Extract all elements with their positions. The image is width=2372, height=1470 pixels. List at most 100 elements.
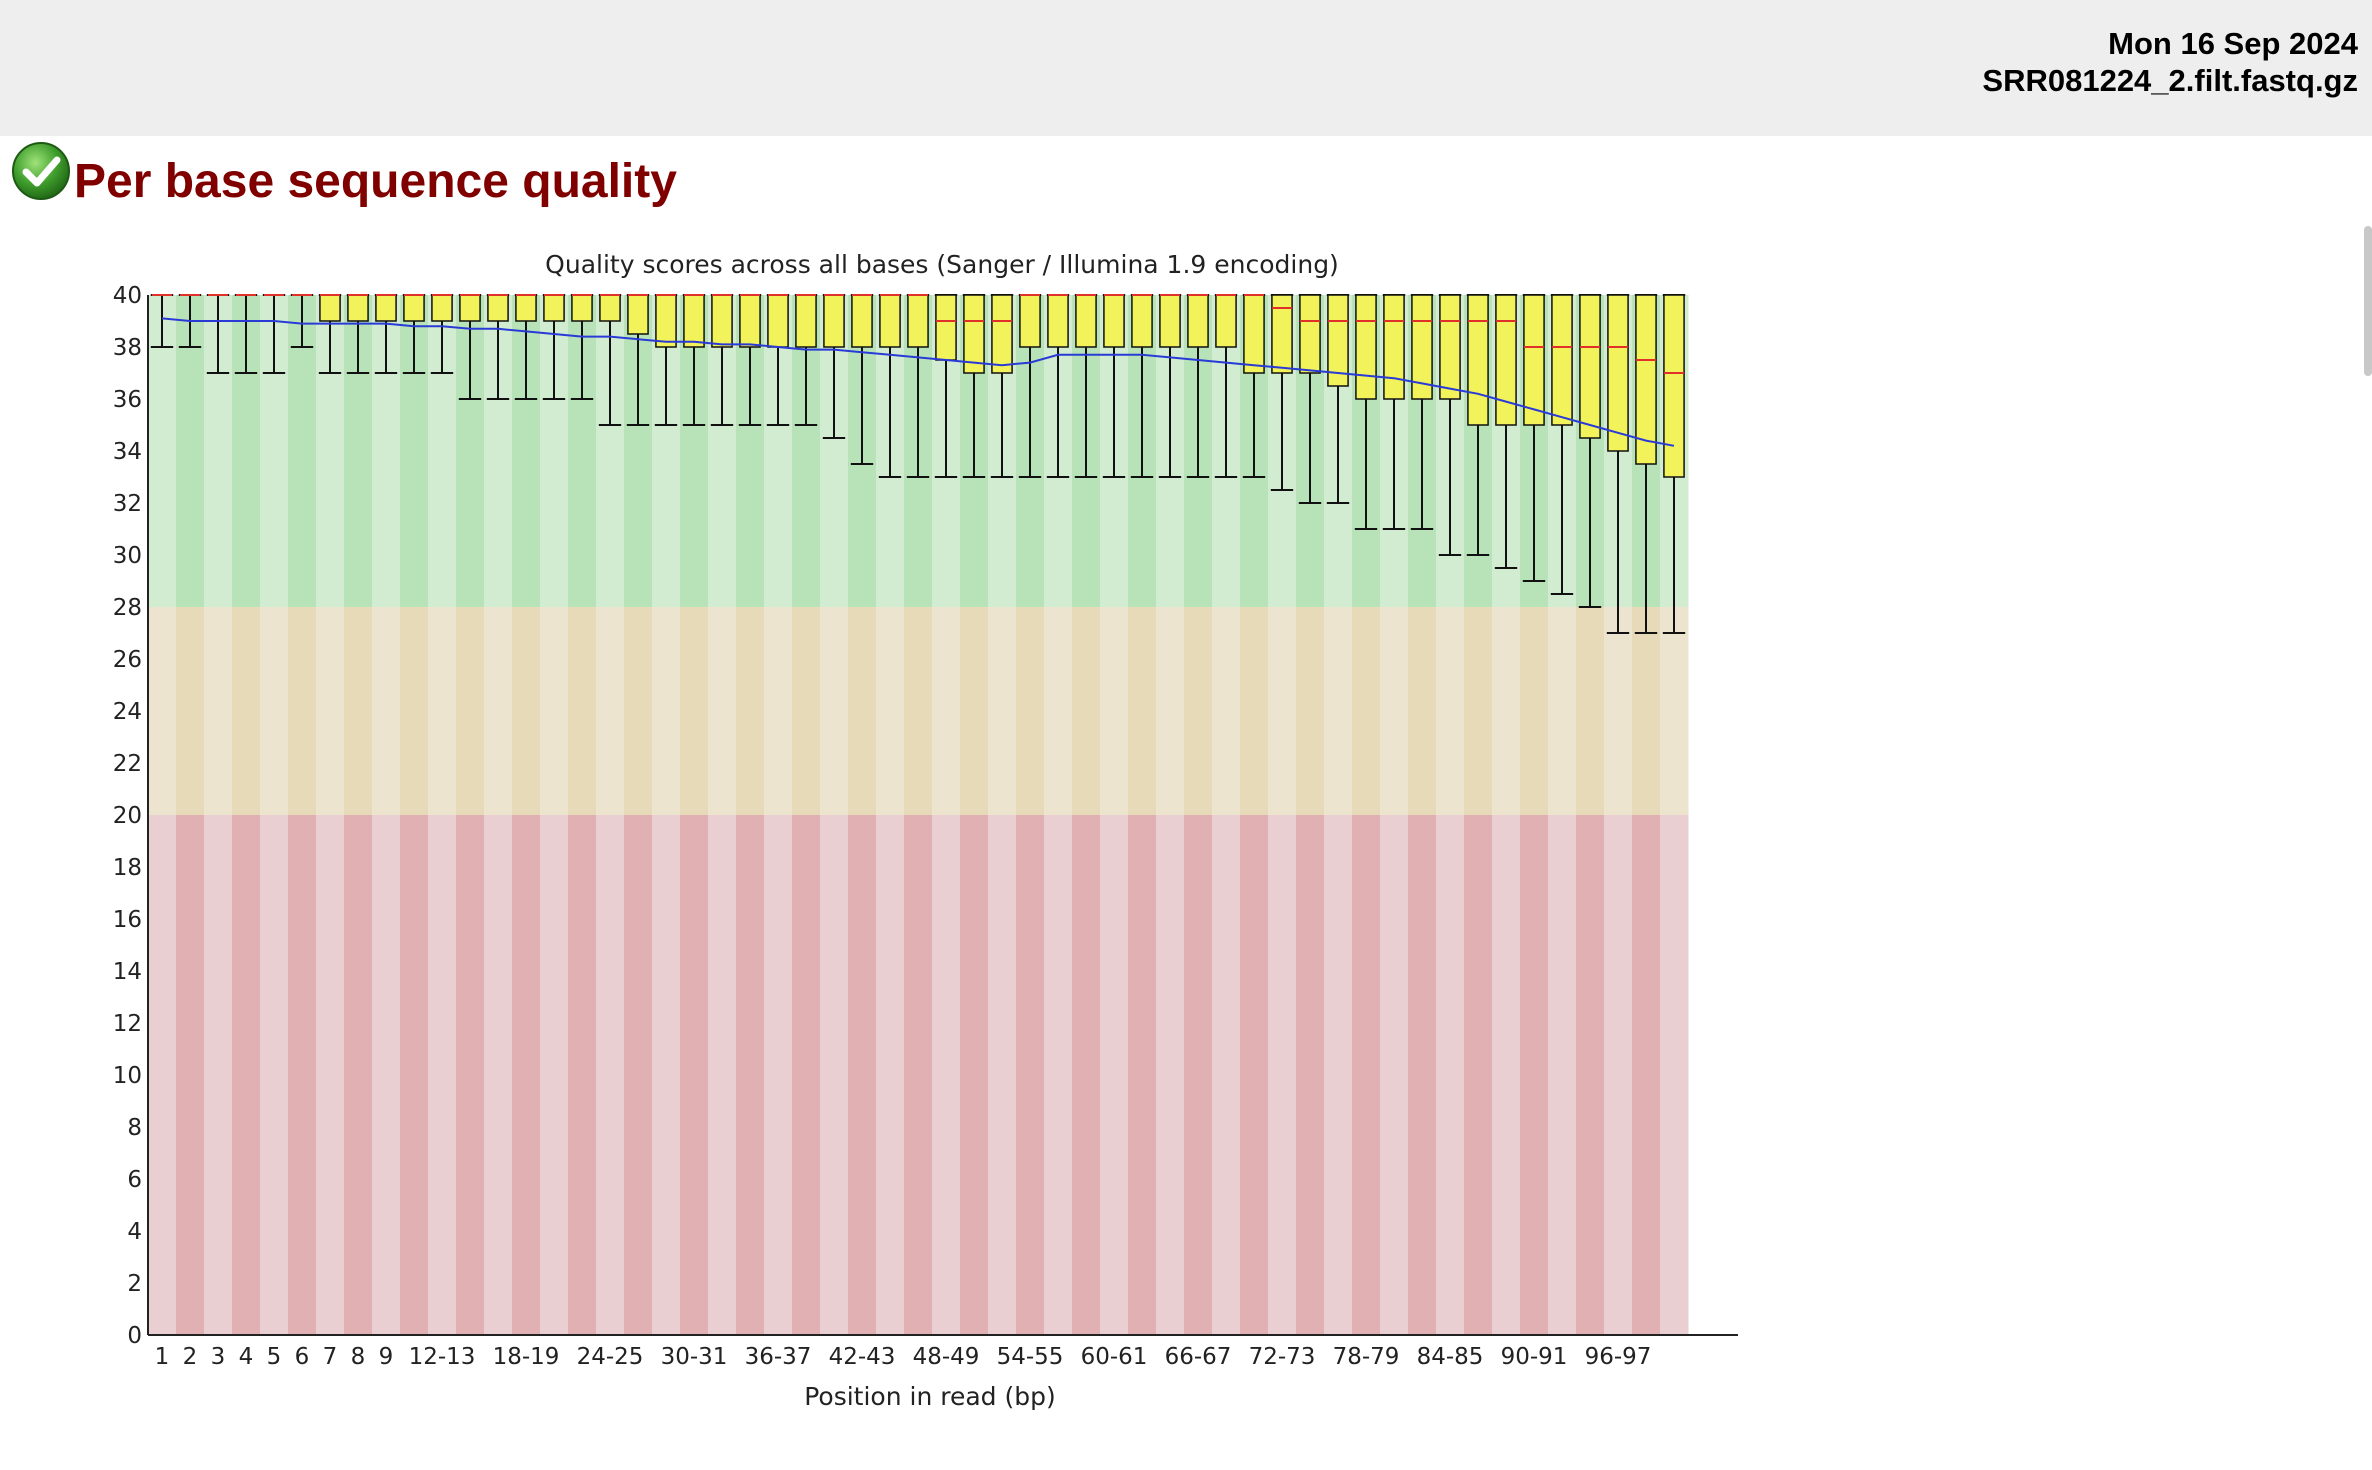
y-tick-label: 24 [113,699,142,725]
zone-bad-stripe [708,815,737,1335]
zone-warn-stripe [652,607,681,815]
iqr-box [1383,294,1405,400]
box-plot-5 [262,294,286,374]
zone-bad-stripe [1184,815,1213,1335]
box-plot-12-13 [430,294,454,374]
zone-warn-stripe [1380,607,1409,815]
box-plot-62-63 [1130,294,1154,478]
x-tick-label: 12-13 [409,1344,476,1370]
mean-quality-line [161,317,1675,447]
zone-warn-stripe [204,607,233,815]
zone-bad-stripe [932,815,961,1335]
zone-bad-stripe [1212,815,1241,1335]
zone-warn-stripe [456,607,485,815]
iqr-box [1047,294,1069,348]
box-plot-96-97 [1606,294,1630,634]
iqr-box [851,294,873,348]
zone-bad-stripe [204,815,233,1335]
x-tick-label: 18-19 [493,1344,560,1370]
zone-warn-stripe [764,607,793,815]
iqr-box [1355,294,1377,400]
zone-warn-stripe [1016,607,1045,815]
iqr-box [627,294,649,335]
zone-warn-stripe [820,607,849,815]
x-tick-label: 42-43 [829,1344,896,1370]
iqr-box [823,294,845,348]
box-plot-76-77 [1326,294,1350,504]
zone-bad-stripe [596,815,625,1335]
box-plot-40-41 [822,294,846,439]
x-tick-label: 24-25 [577,1344,644,1370]
zone-bad-stripe [344,815,373,1335]
zone-warn-stripe [736,607,765,815]
zone-warn-stripe [1184,607,1213,815]
iqr-box [739,294,761,348]
x-tick-label: 30-31 [661,1344,728,1370]
zone-bad-stripe [1520,815,1549,1335]
zone-bad-stripe [1100,815,1129,1335]
scrollbar-thumb[interactable] [2364,226,2372,376]
zone-warn-stripe [428,607,457,815]
zone-warn-stripe [176,607,205,815]
iqr-box [991,294,1013,374]
y-tick-label: 34 [113,439,142,465]
x-tick-label: 72-73 [1249,1344,1316,1370]
zone-warn-stripe [876,607,905,815]
zone-warn-stripe [1212,607,1241,815]
zone-bad-stripe [820,815,849,1335]
box-plot-84-85 [1438,294,1462,556]
x-tick-label: 60-61 [1081,1344,1148,1370]
box-plot-20-21 [542,294,566,400]
zone-bad-stripe [400,815,429,1335]
zone-warn-stripe [512,607,541,815]
iqr-box [1075,294,1097,348]
zone-warn-stripe [1156,607,1185,815]
box-plot-9 [374,294,398,374]
zone-warn-stripe [484,607,513,815]
zone-bad-stripe [764,815,793,1335]
zone-bad-stripe [1408,815,1437,1335]
zone-warn-stripe [1100,607,1129,815]
zone-bad-stripe [540,815,569,1335]
iqr-box [1159,294,1181,348]
zone-bad-stripe [1268,815,1297,1335]
x-tick-label: 8 [351,1344,366,1370]
box-plot-36-37 [766,294,790,426]
iqr-box [375,294,397,322]
zone-bad-stripe [1464,815,1493,1335]
zone-bad-stripe [624,815,653,1335]
y-tick-label: 40 [113,283,142,309]
box-plot-26-27 [626,294,650,426]
box-plot-48-49 [934,294,958,478]
zone-warn-stripe [1604,607,1633,815]
zone-warn-stripe [1352,607,1381,815]
zone-warn-stripe [1576,607,1605,815]
x-tick-label: 96-97 [1585,1344,1652,1370]
zone-bad-stripe [876,815,905,1335]
box-plot-4 [234,294,258,374]
zone-warn-stripe [1632,607,1661,815]
x-axis-label: Position in read (bp) [804,1382,1056,1411]
iqr-box [319,294,341,322]
box-plot-70-71 [1242,294,1266,478]
x-tick-label: 4 [239,1344,254,1370]
iqr-box [1467,294,1489,426]
y-tick-label: 36 [113,387,142,413]
iqr-box [1439,294,1461,400]
zone-bad-stripe [372,815,401,1335]
zone-bad-stripe [428,815,457,1335]
iqr-box [963,294,985,374]
iqr-box [1551,294,1573,426]
iqr-box [1243,294,1265,374]
zone-bad-stripe [232,815,261,1335]
zone-bad-stripe [1044,815,1073,1335]
zone-warn-stripe [988,607,1017,815]
zone-warn-stripe [1464,607,1493,815]
zone-warn-stripe [1660,607,1689,815]
zone-warn-stripe [680,607,709,815]
x-tick-label: 66-67 [1165,1344,1232,1370]
zone-warn-stripe [708,607,737,815]
y-tick-label: 32 [113,491,142,517]
iqr-box [1495,294,1517,426]
